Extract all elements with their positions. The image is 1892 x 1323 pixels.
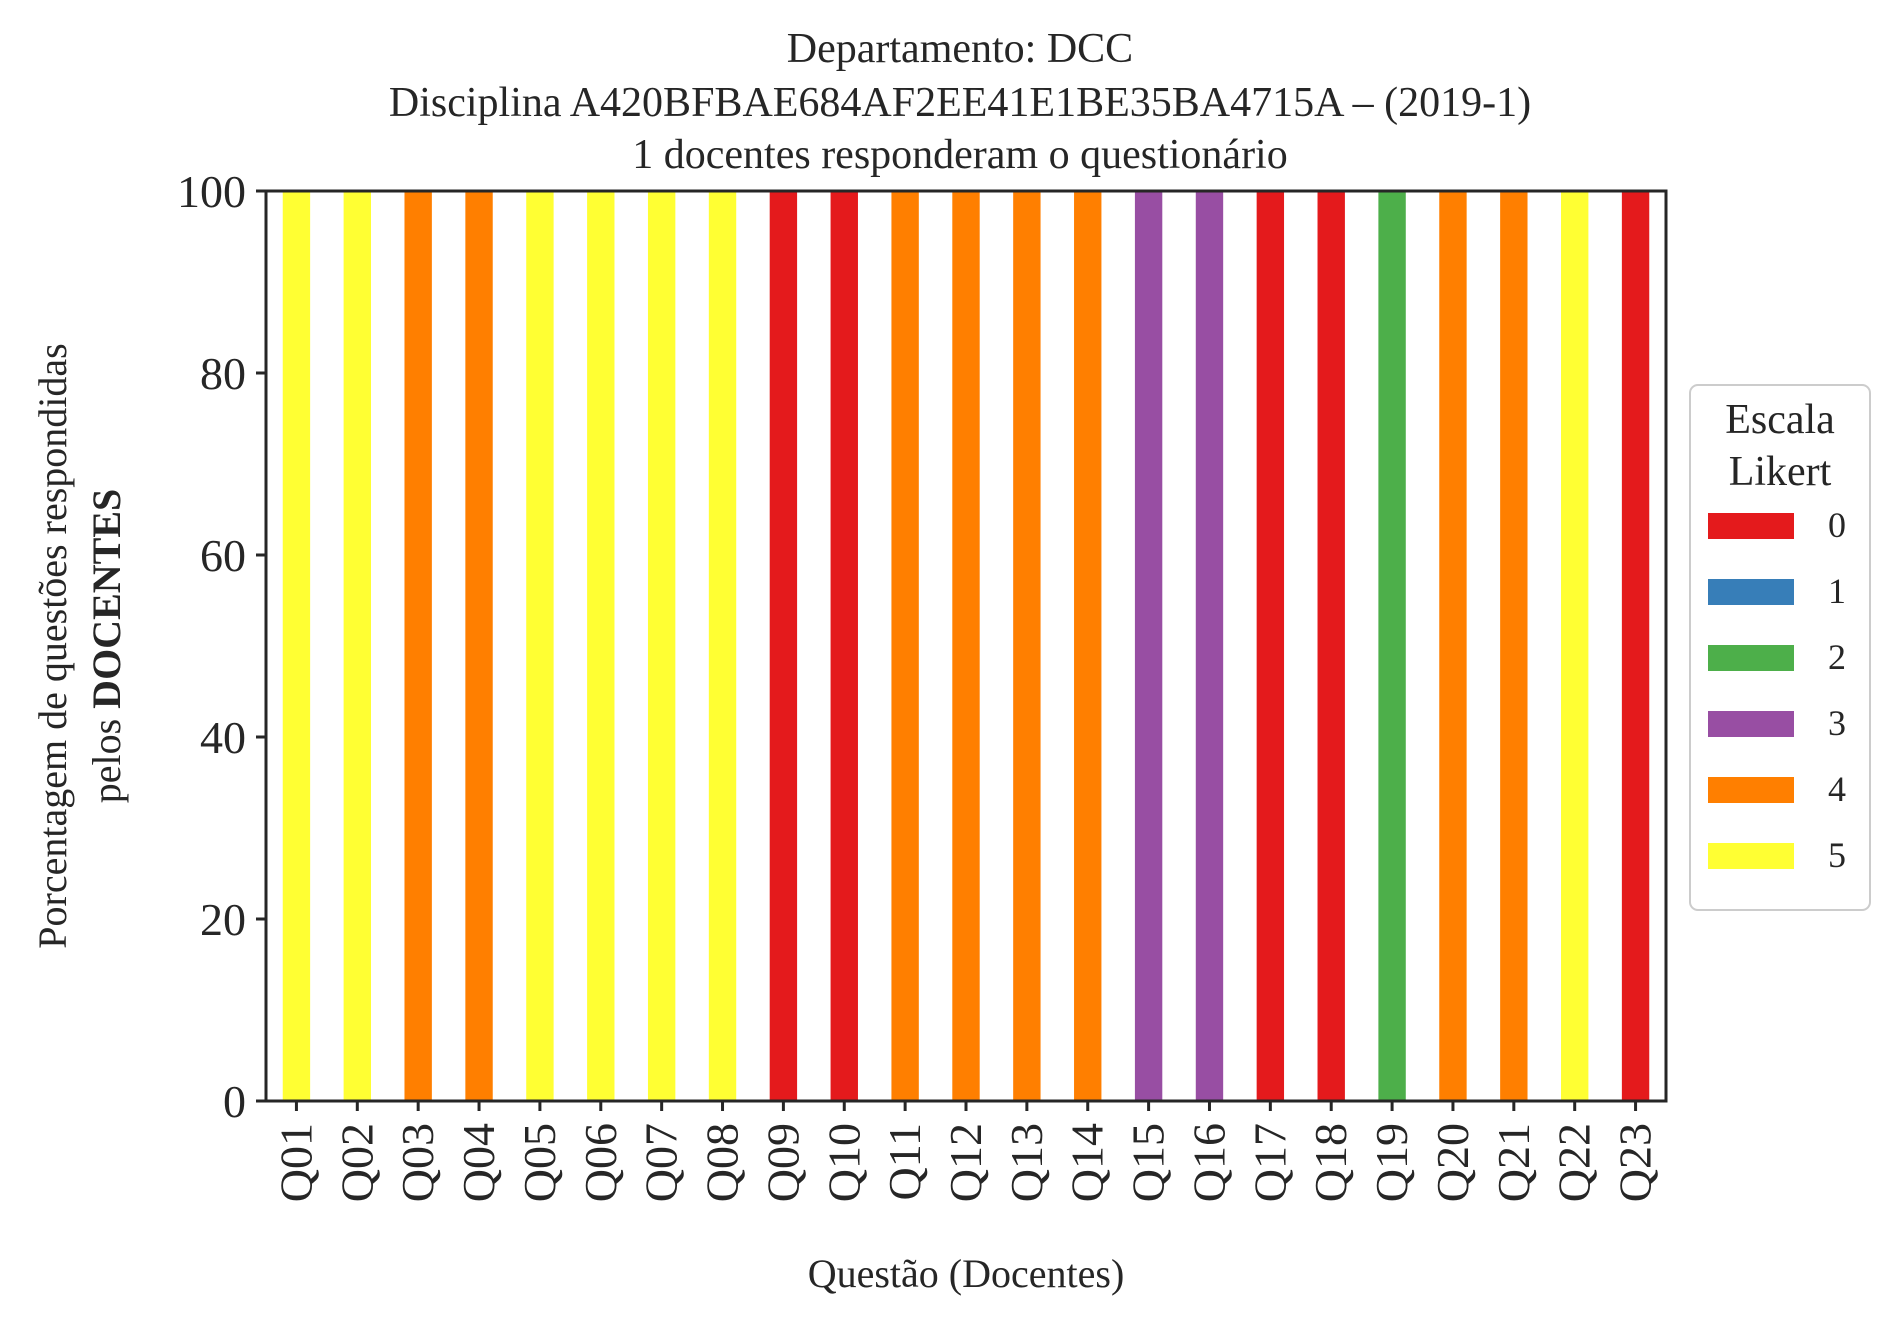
bar-Q01-level-5 bbox=[282, 191, 311, 1101]
x-tick-label-Q17: Q17 bbox=[1244, 1123, 1295, 1202]
x-tick-label-Q12: Q12 bbox=[940, 1123, 991, 1202]
legend-label-1: 1 bbox=[1828, 571, 1846, 611]
bar-Q21-level-4 bbox=[1500, 191, 1528, 1101]
y-tick-label-20: 20 bbox=[200, 894, 246, 945]
x-tick-label-Q13: Q13 bbox=[1001, 1123, 1052, 1202]
bars-layer bbox=[282, 191, 1650, 1101]
y-axis-ticks: 0 20 40 60 80 100 bbox=[177, 166, 266, 1127]
title-line-2: Disciplina A420BFBAE684AF2EE41E1BE35BA47… bbox=[389, 80, 1531, 126]
bar-Q06-level-5 bbox=[587, 191, 615, 1101]
y-label-bold: DOCENTES bbox=[84, 489, 129, 709]
x-tick-label-Q09: Q09 bbox=[757, 1123, 808, 1202]
x-tick-label-Q18: Q18 bbox=[1305, 1123, 1356, 1202]
bar-Q17-level-0 bbox=[1256, 191, 1285, 1101]
x-tick-label-Q14: Q14 bbox=[1062, 1123, 1113, 1202]
title-line-3: 1 docentes responderam o questionário bbox=[632, 132, 1287, 178]
x-tick-label-Q22: Q22 bbox=[1549, 1123, 1600, 1202]
legend-swatch-0 bbox=[1708, 513, 1794, 539]
legend-swatch-1 bbox=[1708, 579, 1794, 605]
x-axis-label: Questão (Docentes) bbox=[808, 1251, 1125, 1296]
legend-swatch-3 bbox=[1708, 711, 1794, 737]
x-axis-ticks: Q01 Q02 Q03 Q04 Q05 Q06 Q07 Q08 Q09 Q10 Q11 Q12 Q13 Q… bbox=[270, 1101, 1661, 1202]
x-tick-label-Q01: Q01 bbox=[270, 1123, 321, 1202]
y-tick-label-40: 40 bbox=[200, 712, 246, 763]
y-tick-label-80: 80 bbox=[200, 348, 246, 399]
legend-swatch-4 bbox=[1708, 777, 1794, 803]
x-tick-label-Q20: Q20 bbox=[1427, 1123, 1478, 1202]
legend-items: 0 1 2 3 4 5 bbox=[1708, 505, 1846, 875]
chart-title: Departamento: DCC Disciplina A420BFBAE68… bbox=[389, 26, 1531, 178]
y-tick-label-0: 0 bbox=[223, 1076, 246, 1127]
x-tick-label-Q07: Q07 bbox=[636, 1123, 687, 1202]
x-tick-label-Q03: Q03 bbox=[392, 1123, 443, 1202]
y-axis-label: Porcentagem de questões respondidas pelo… bbox=[30, 343, 129, 948]
x-tick-label-Q16: Q16 bbox=[1183, 1123, 1234, 1202]
bar-Q18-level-0 bbox=[1317, 191, 1345, 1101]
y-label-prefix: pelos bbox=[84, 709, 129, 803]
x-tick-label-Q05: Q05 bbox=[514, 1123, 565, 1202]
bar-Q16-level-3 bbox=[1195, 191, 1224, 1101]
x-tick-label-Q02: Q02 bbox=[331, 1123, 382, 1202]
legend-swatch-5 bbox=[1708, 843, 1794, 869]
y-label-line-1: Porcentagem de questões respondidas bbox=[30, 343, 75, 948]
bar-Q03-level-4 bbox=[404, 191, 432, 1101]
legend-label-0: 0 bbox=[1828, 505, 1846, 545]
legend-label-3: 3 bbox=[1828, 703, 1846, 743]
x-tick-label-Q23: Q23 bbox=[1610, 1123, 1661, 1202]
x-tick-label-Q06: Q06 bbox=[575, 1123, 626, 1202]
legend-title-line-1: Escala bbox=[1725, 397, 1835, 443]
bar-Q13-level-4 bbox=[1013, 191, 1041, 1101]
legend-label-2: 2 bbox=[1828, 637, 1846, 677]
y-tick-label-60: 60 bbox=[200, 530, 246, 581]
bar-Q15-level-3 bbox=[1134, 191, 1163, 1101]
bar-Q09-level-0 bbox=[769, 191, 798, 1101]
legend-swatch-2 bbox=[1708, 645, 1794, 671]
bar-Q14-level-4 bbox=[1074, 191, 1102, 1101]
bar-Q20-level-4 bbox=[1439, 191, 1467, 1101]
y-label-line-2: pelos DOCENTES bbox=[84, 489, 129, 804]
bar-Q02-level-5 bbox=[343, 191, 371, 1101]
x-tick-label-Q19: Q19 bbox=[1366, 1123, 1417, 1202]
bar-Q08-level-5 bbox=[708, 191, 737, 1101]
bar-Q10-level-0 bbox=[830, 191, 858, 1101]
legend-label-5: 5 bbox=[1828, 835, 1846, 875]
legend-label-4: 4 bbox=[1828, 769, 1846, 809]
legend-title-line-2: Likert bbox=[1729, 449, 1832, 495]
x-tick-label-Q11: Q11 bbox=[879, 1123, 930, 1201]
y-tick-label-100: 100 bbox=[177, 166, 246, 217]
x-tick-label-Q10: Q10 bbox=[818, 1123, 869, 1202]
x-tick-label-Q08: Q08 bbox=[697, 1123, 748, 1202]
bar-Q07-level-5 bbox=[647, 191, 676, 1101]
plot-frame bbox=[264, 189, 1668, 1103]
bar-Q12-level-4 bbox=[952, 191, 980, 1101]
bar-Q05-level-5 bbox=[526, 191, 554, 1101]
x-tick-label-Q21: Q21 bbox=[1488, 1123, 1539, 1202]
bar-Q11-level-4 bbox=[891, 191, 919, 1101]
bar-Q22-level-5 bbox=[1561, 191, 1589, 1101]
x-tick-label-Q04: Q04 bbox=[453, 1123, 504, 1202]
bar-Q04-level-4 bbox=[465, 191, 493, 1101]
bar-Q23-level-0 bbox=[1621, 191, 1650, 1101]
title-line-1: Departamento: DCC bbox=[787, 26, 1133, 72]
x-tick-label-Q15: Q15 bbox=[1123, 1123, 1174, 1202]
legend: Escala Likert 0 1 2 3 4 5 bbox=[1689, 384, 1871, 911]
bar-Q19-level-2 bbox=[1378, 191, 1406, 1101]
